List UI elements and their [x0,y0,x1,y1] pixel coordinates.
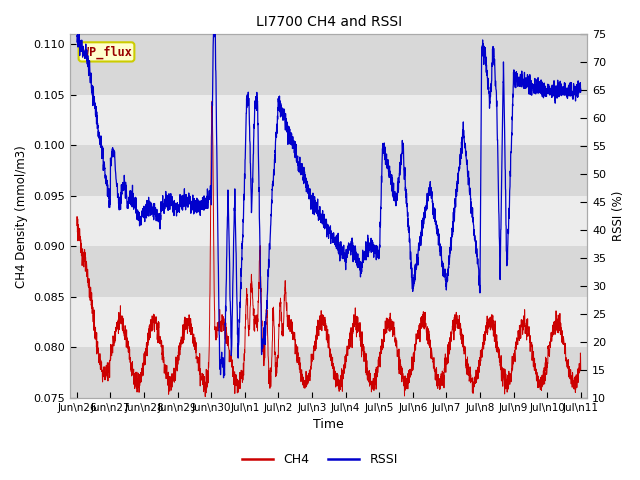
Bar [70,35,588,95]
Bar [70,297,588,348]
Bar [70,348,588,398]
Legend: CH4, RSSI: CH4, RSSI [237,448,403,471]
Bar [70,246,588,297]
Bar [70,196,588,246]
Bar [70,145,588,196]
Y-axis label: CH4 Density (mmol/m3): CH4 Density (mmol/m3) [15,145,28,288]
X-axis label: Time: Time [314,419,344,432]
Y-axis label: RSSI (%): RSSI (%) [612,191,625,241]
Title: LI7700 CH4 and RSSI: LI7700 CH4 and RSSI [256,15,402,29]
Bar [70,95,588,145]
Text: WP_flux: WP_flux [81,45,131,59]
